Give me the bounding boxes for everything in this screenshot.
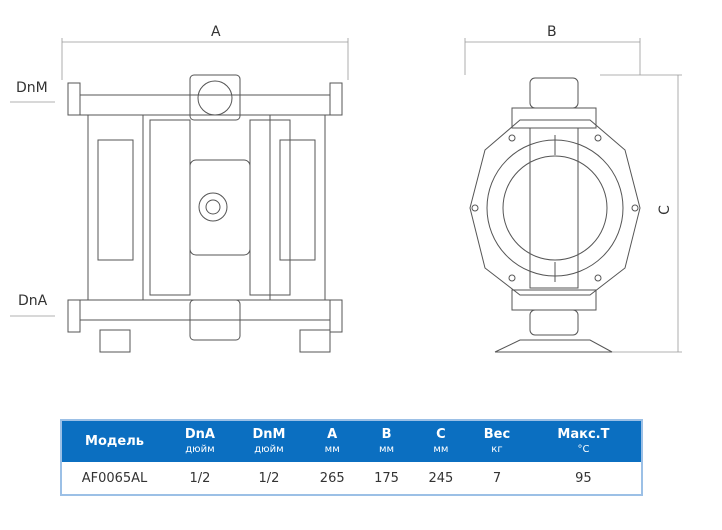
dimension-b-label: B [547,24,557,40]
cell-model: AF0065AL [81,470,148,486]
dimension-lines [10,38,682,353]
port-dnm-label: DnM [16,80,48,96]
pump-drawing [10,38,682,353]
cell-max-temp: 95 [575,470,592,486]
cell-weight: 7 [492,470,502,486]
header-weight: Вес кг [468,420,526,462]
front-view [67,74,343,353]
header-max-temp: Макс.T °C [525,420,642,462]
side-view [469,77,641,353]
cell-b: 175 [374,470,399,486]
cell-c: 245 [428,470,454,486]
header-dna: DnA дюйм [167,420,233,462]
header-dnm: DnM дюйм [232,420,306,462]
cell-dnm: 1/2 [258,470,280,486]
port-dna-label: DnA [18,293,48,309]
cell-dna: 1/2 [189,470,211,486]
table-row: AF0065AL 1/2 1/2 265 175 245 7 95 [61,462,642,495]
cell-a: 265 [319,470,345,486]
header-model: Модель [61,420,167,462]
dimension-a-label: A [211,24,221,40]
dimension-c-label: C [656,205,673,215]
